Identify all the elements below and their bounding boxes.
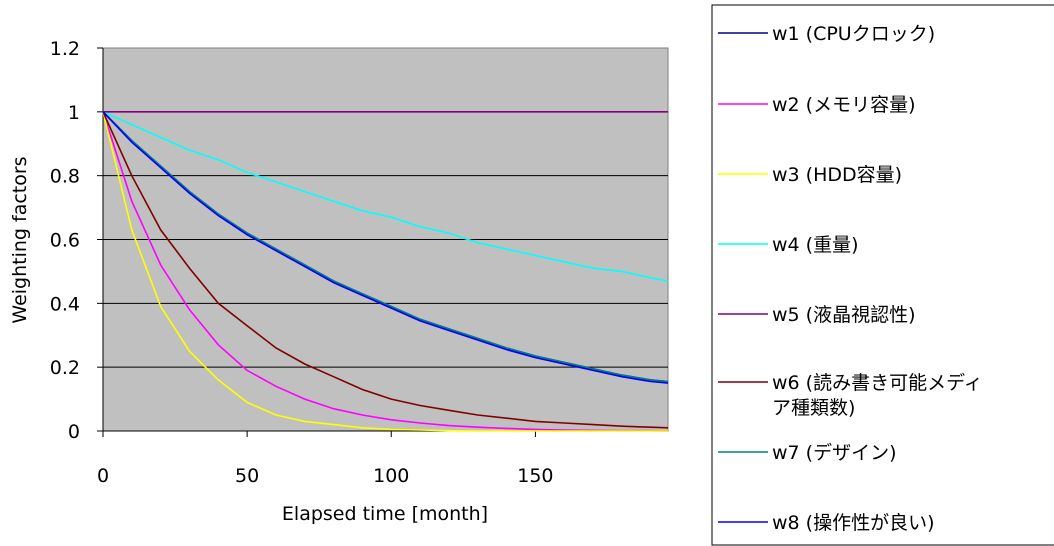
y-tick-label: 0.8 xyxy=(50,166,80,188)
legend-label-w3: w3 (HDD容量) xyxy=(772,164,902,186)
legend-label-w5: w5 (液晶視認性) xyxy=(772,304,916,326)
y-tick-labels: 0 0.2 0.4 0.6 0.8 1 1.2 xyxy=(50,38,80,443)
series-line-w4 xyxy=(102,111,669,282)
legend-label-w8: w8 (操作性が良い) xyxy=(772,512,935,534)
series-line-w3 xyxy=(102,111,668,432)
series-line-w7 xyxy=(102,111,669,383)
y-tick-label: 0.6 xyxy=(50,230,80,252)
x-tick-label: 50 xyxy=(235,465,259,487)
x-tick-label: 150 xyxy=(517,465,553,487)
y-tick-label: 0 xyxy=(68,421,80,443)
x-axis-label: Elapsed time [month] xyxy=(282,503,488,525)
legend-label-w6-line1: w6 (読み書き可能メディ xyxy=(772,372,983,394)
legend-box xyxy=(711,4,1054,546)
legend-label-w6-line2: ア種類数) xyxy=(772,397,855,419)
series-lines xyxy=(102,111,669,432)
y-tick-label: 1.2 xyxy=(50,38,80,60)
legend-label-w7: w7 (デザイン) xyxy=(772,442,897,464)
y-axis-label: Weighting factors xyxy=(9,156,31,323)
x-tick-labels: 0 50 100 150 xyxy=(97,465,554,487)
y-tick-label: 1 xyxy=(68,102,80,124)
legend-label-w2: w2 (メモリ容量) xyxy=(772,94,916,116)
series-line-w6 xyxy=(102,111,669,429)
x-tick-label: 0 xyxy=(97,465,109,487)
y-tick-label: 0.2 xyxy=(50,357,80,379)
series-line-w8 xyxy=(102,111,669,384)
legend: w1 (CPUクロック) w2 (メモリ容量) w3 (HDD容量) w4 (重… xyxy=(711,4,1054,546)
legend-label-w1: w1 (CPUクロック) xyxy=(772,23,935,45)
y-tick-label: 0.4 xyxy=(50,293,80,315)
legend-label-w4: w4 (重量) xyxy=(772,234,859,256)
x-tick-label: 100 xyxy=(373,465,409,487)
